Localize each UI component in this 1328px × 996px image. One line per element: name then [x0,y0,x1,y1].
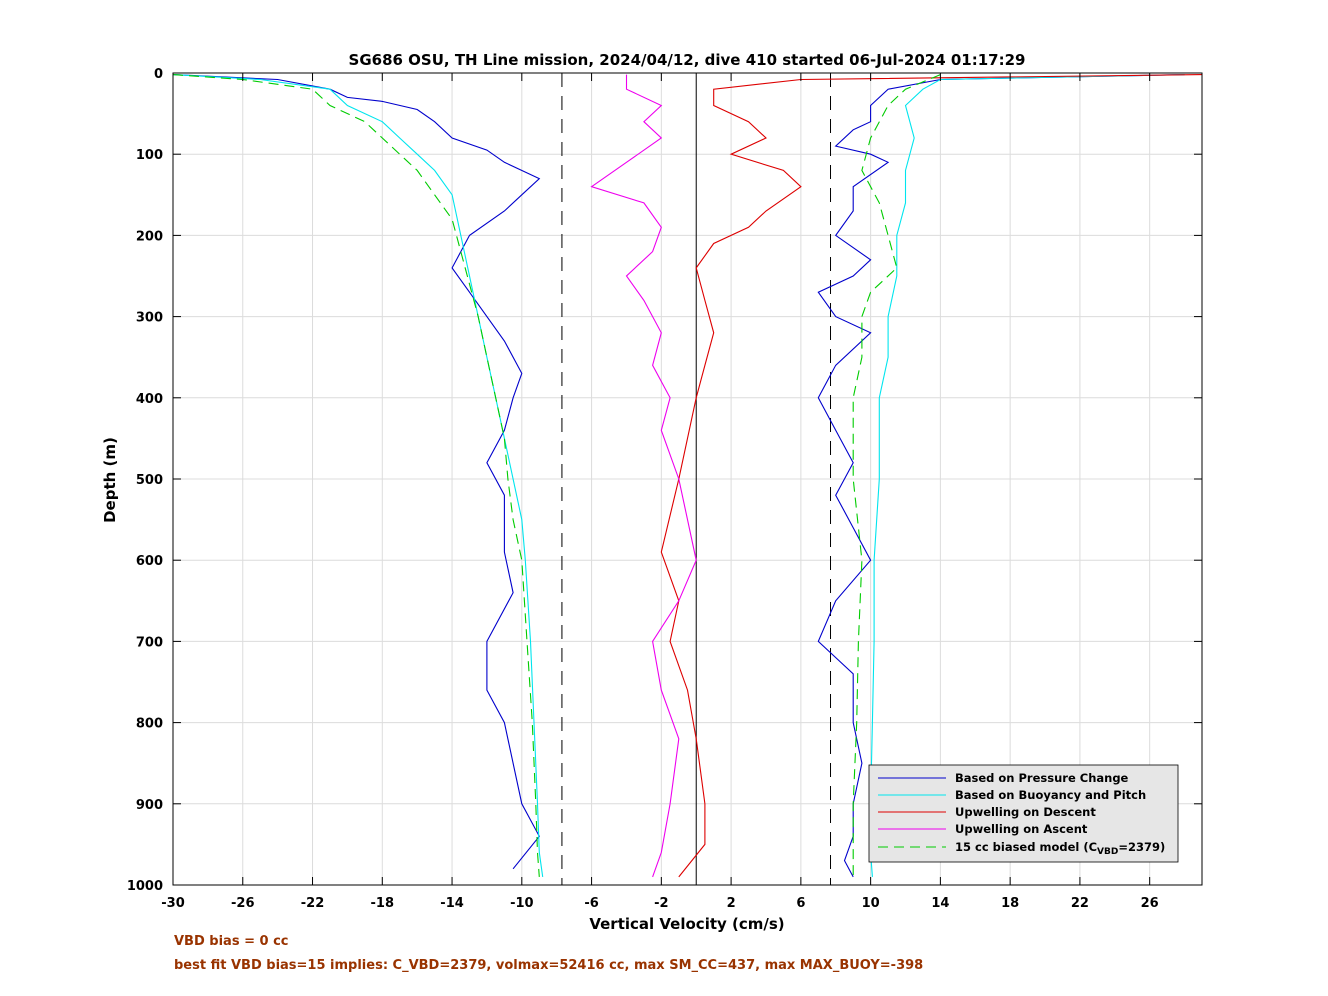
series-line-4-0 [172,74,540,877]
x-tick-label: -10 [510,896,534,911]
x-tick-label: 2 [727,896,736,911]
reference-lines [561,73,832,885]
x-tick-label: -30 [161,896,185,911]
series-line-4-1 [852,74,941,877]
legend-label-descent: Upwelling on Descent [955,805,1096,819]
y-axis-ticks: 0 100 200 300 400 500 600 700 800 900 1000 [127,67,1202,894]
x-tick-label: -22 [301,896,325,911]
vbd-bias-note: VBD bias = 0 cc [174,934,289,949]
y-tick-label: 900 [136,798,163,813]
y-tick-label: 600 [136,554,163,569]
x-tick-label: 14 [931,896,949,911]
legend-model-prefix: 15 cc biased model (C [955,840,1097,854]
series-line-2-0 [660,74,1203,878]
legend-label-model: 15 cc biased model (CVBD=2379) [955,840,1165,857]
legend-label-pressure: Based on Pressure Change [955,771,1129,785]
y-tick-label: 500 [136,473,163,488]
x-tick-label: 22 [1071,896,1089,911]
series-line-3-0 [590,74,697,878]
series-line-0-0 [172,74,541,870]
y-tick-label: 300 [136,311,163,326]
x-tick-label: 26 [1141,896,1159,911]
y-tick-label: 400 [136,392,163,407]
x-tick-label: 10 [862,896,880,911]
series-lines [172,74,1203,878]
legend-model-suffix: =2379) [1118,840,1165,854]
series-line-1-1 [870,74,1185,877]
x-tick-label: -26 [231,896,255,911]
y-tick-label: 1000 [127,879,163,894]
legend-label-ascent: Upwelling on Ascent [955,822,1088,836]
legend-label-buoyancy: Based on Buoyancy and Pitch [955,788,1146,802]
best-fit-note: best fit VBD bias=15 implies: C_VBD=2379… [174,958,924,973]
y-tick-label: 200 [136,229,163,244]
y-tick-label: 700 [136,635,163,650]
x-tick-label: 6 [796,896,805,911]
y-tick-label: 800 [136,717,163,732]
x-axis-label: Vertical Velocity (cm/s) [589,915,784,933]
x-tick-label: -6 [584,896,598,911]
y-tick-label: 100 [136,148,163,163]
series-line-0-1 [817,74,1185,878]
legend: Based on Pressure Change Based on Buoyan… [868,764,1179,863]
x-tick-label: -2 [654,896,668,911]
x-tick-label: 18 [1001,896,1019,911]
x-tick-label: -14 [440,896,464,911]
x-tick-label: -18 [371,896,395,911]
y-tick-label: 0 [154,67,163,82]
legend-model-sub: VBD [1097,847,1118,857]
chart-title: SG686 OSU, TH Line mission, 2024/04/12, … [349,51,1026,69]
legend-box [868,764,1179,863]
x-axis-ticks: -30 -26 -22 -18 -14 -10 -6 -2 2 6 10 14 18 22 26 [161,73,1159,911]
grid-lines [172,72,1202,886]
y-axis-label: Depth (m) [101,437,119,523]
series-line-1-0 [172,74,544,877]
